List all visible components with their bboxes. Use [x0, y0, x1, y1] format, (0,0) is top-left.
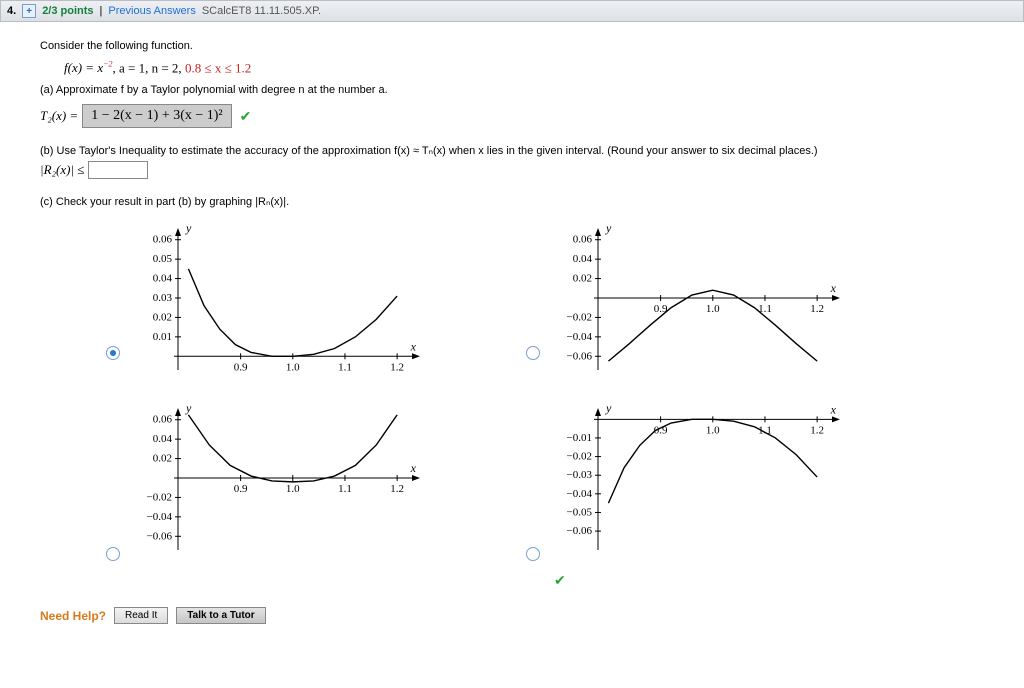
- svg-text:1.2: 1.2: [810, 425, 824, 437]
- part-a-text: (a) Approximate f by a Taylor polynomial…: [40, 84, 984, 96]
- svg-text:0.04: 0.04: [153, 273, 173, 285]
- svg-text:−0.02: −0.02: [147, 492, 172, 504]
- svg-text:y: y: [185, 401, 192, 415]
- svg-text:0.06: 0.06: [153, 234, 173, 246]
- help-label: Need Help?: [40, 609, 106, 623]
- svg-text:x: x: [830, 403, 837, 417]
- previous-answers-link[interactable]: Previous Answers: [108, 5, 195, 17]
- svg-text:−0.03: −0.03: [567, 470, 593, 482]
- svg-text:0.04: 0.04: [153, 433, 173, 445]
- svg-text:y: y: [605, 221, 612, 235]
- svg-text:x: x: [410, 340, 417, 354]
- t2-answer-row: T₂(x) = 1 − 2(x − 1) + 3(x − 1)² ✔: [40, 104, 984, 128]
- intro-text: Consider the following function.: [40, 40, 984, 52]
- svg-text:−0.02: −0.02: [567, 312, 592, 324]
- svg-text:−0.04: −0.04: [567, 488, 593, 500]
- help-row: Need Help? Read It Talk to a Tutor: [40, 607, 984, 624]
- svg-text:−0.01: −0.01: [567, 432, 592, 444]
- svg-text:0.9: 0.9: [654, 303, 668, 315]
- svg-text:0.02: 0.02: [153, 312, 172, 324]
- graph-option-4[interactable]: yx0.91.01.11.2−0.01−0.02−0.03−0.04−0.05−…: [550, 398, 930, 589]
- question-body: Consider the following function. f(x) = …: [0, 22, 1024, 644]
- svg-text:1.0: 1.0: [706, 303, 720, 315]
- separator: |: [100, 5, 103, 17]
- svg-text:0.01: 0.01: [153, 331, 172, 343]
- svg-text:1.0: 1.0: [286, 483, 300, 495]
- svg-text:1.2: 1.2: [390, 483, 404, 495]
- svg-text:−0.05: −0.05: [567, 507, 593, 519]
- svg-text:−0.04: −0.04: [567, 331, 593, 343]
- talk-tutor-button[interactable]: Talk to a Tutor: [176, 607, 265, 624]
- svg-text:−0.06: −0.06: [147, 531, 173, 543]
- svg-text:0.02: 0.02: [573, 273, 592, 285]
- r2-input[interactable]: [88, 161, 148, 179]
- svg-text:1.1: 1.1: [338, 362, 352, 374]
- radio-3[interactable]: [106, 547, 120, 561]
- svg-text:0.9: 0.9: [234, 362, 248, 374]
- svg-text:0.06: 0.06: [573, 234, 593, 246]
- svg-text:0.06: 0.06: [153, 414, 173, 426]
- points-text: 2/3 points: [42, 5, 93, 17]
- svg-text:−0.06: −0.06: [567, 525, 593, 537]
- svg-text:1.2: 1.2: [390, 362, 404, 374]
- svg-text:0.03: 0.03: [153, 292, 173, 304]
- svg-text:x: x: [410, 461, 417, 475]
- svg-text:0.9: 0.9: [234, 483, 248, 495]
- expand-icon[interactable]: +: [22, 4, 36, 18]
- svg-text:0.05: 0.05: [153, 253, 173, 265]
- graph-option-2[interactable]: yx0.91.01.11.20.020.040.06−0.02−0.04−0.0…: [550, 218, 930, 388]
- svg-text:1.1: 1.1: [338, 483, 352, 495]
- svg-text:y: y: [605, 401, 612, 415]
- svg-text:x: x: [830, 281, 837, 295]
- r2-label: |R₂(x)| ≤: [40, 162, 84, 178]
- graph-options: y x 0.9 1.0 1.1 1.2 0.01 0.02 0.03 0.04 0.05 0.06 y…: [130, 218, 984, 589]
- svg-text:0.02: 0.02: [153, 453, 172, 465]
- svg-text:1.0: 1.0: [706, 425, 720, 437]
- radio-2[interactable]: [526, 346, 540, 360]
- graph-option-1[interactable]: y x 0.9 1.0 1.1 1.2 0.01 0.02 0.03 0.04 0.05 0.06: [130, 218, 510, 388]
- check-icon: ✔: [240, 108, 252, 125]
- source-id: SCalcET8 11.11.505.XP.: [202, 5, 321, 17]
- t2-answer-box: 1 − 2(x − 1) + 3(x − 1)²: [82, 104, 231, 128]
- svg-text:y: y: [185, 221, 192, 235]
- svg-text:0.04: 0.04: [573, 253, 593, 265]
- svg-text:−0.06: −0.06: [567, 351, 593, 363]
- function-definition: f(x) = x−2, a = 1, n = 2, 0.8 ≤ x ≤ 1.2: [64, 60, 984, 76]
- radio-1[interactable]: [106, 346, 120, 360]
- part-b-text: (b) Use Taylor's Inequality to estimate …: [40, 144, 984, 157]
- check-graph-icon: ✔: [554, 572, 930, 589]
- radio-4[interactable]: [526, 547, 540, 561]
- svg-text:1.0: 1.0: [286, 362, 300, 374]
- r2-answer-row: |R₂(x)| ≤: [40, 161, 984, 179]
- svg-text:−0.02: −0.02: [567, 451, 592, 463]
- graph-option-3[interactable]: y x 0.9 1.0 1.1 1.2 0.02 0.04 0.06 −0.02 −0.04 −0.0…: [130, 398, 510, 589]
- question-number: 4.: [7, 5, 16, 17]
- t2-label: T₂(x) =: [40, 108, 78, 124]
- svg-text:−0.04: −0.04: [147, 511, 173, 523]
- part-c-text: (c) Check your result in part (b) by gra…: [40, 195, 984, 208]
- question-header: 4. + 2/3 points | Previous Answers SCalc…: [0, 0, 1024, 22]
- svg-text:1.2: 1.2: [810, 303, 824, 315]
- read-it-button[interactable]: Read It: [114, 607, 168, 624]
